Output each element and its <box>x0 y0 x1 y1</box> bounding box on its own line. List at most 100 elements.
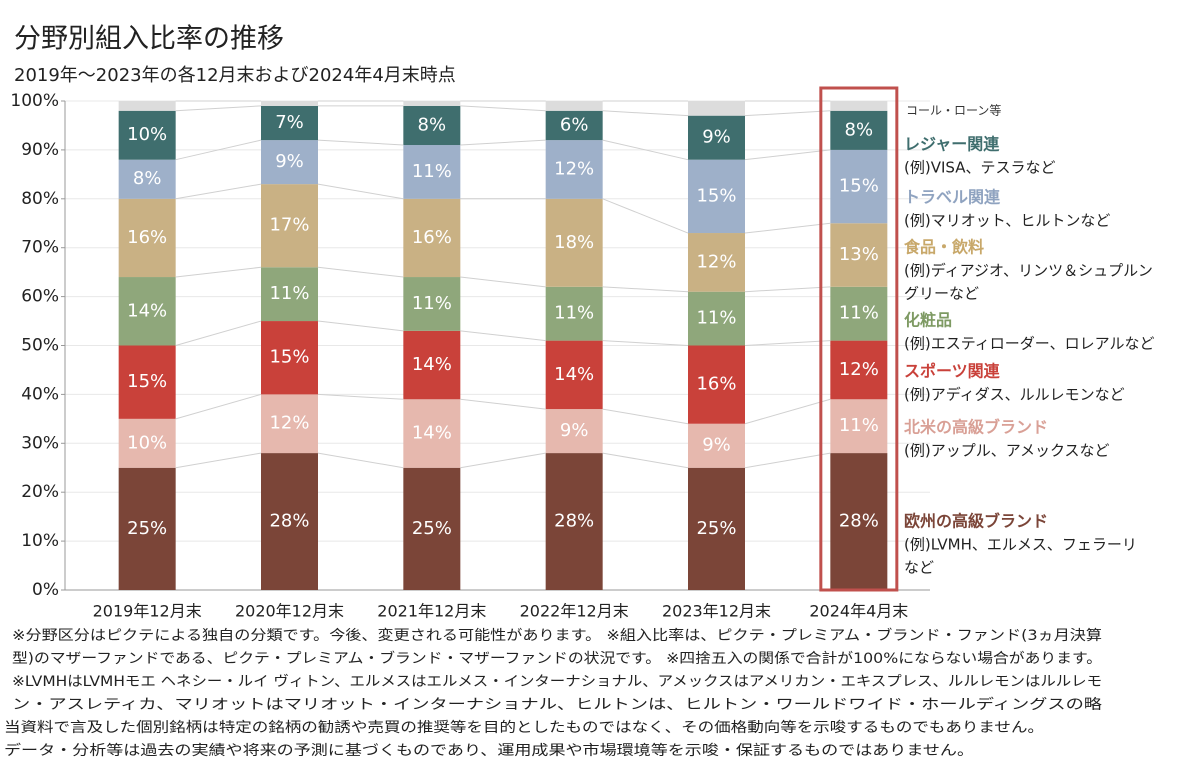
connector-line <box>317 452 404 469</box>
connector-line <box>744 340 831 346</box>
bar-segment <box>830 399 888 454</box>
bar-segment <box>118 418 176 468</box>
bar-segment <box>830 101 888 111</box>
data-label: 28% <box>839 511 879 532</box>
data-label: 10% <box>127 432 167 453</box>
bar-segment <box>261 453 318 590</box>
bar-segment <box>830 340 888 400</box>
bar-segment <box>545 101 603 111</box>
chart-title: 分野別組入比率の推移 <box>14 24 284 55</box>
data-label: 17% <box>269 215 309 236</box>
bar-segment <box>688 345 745 424</box>
connector-line <box>460 330 546 342</box>
bar-segment <box>688 115 745 160</box>
data-label: 8% <box>418 114 447 135</box>
connector-line <box>460 139 546 146</box>
data-label: 25% <box>412 518 452 539</box>
y-tick-label: 60% <box>21 287 59 307</box>
chart-subtitle: 2019年～2023年の各12月末および2024年4月末時点 <box>14 65 456 86</box>
bar-segment <box>403 198 461 278</box>
legend-note: (例)マリオット、ヒルトンなど <box>904 212 1110 230</box>
data-label: 15% <box>127 371 167 392</box>
connector-line <box>602 408 689 425</box>
bar-segment <box>545 286 603 341</box>
bar-segment <box>545 140 603 199</box>
data-label: 12% <box>269 413 309 434</box>
bar-segment <box>688 159 745 234</box>
y-tick-label: 0% <box>32 580 59 600</box>
y-tick-label: 100% <box>10 91 59 111</box>
connector-line <box>744 110 831 117</box>
bar-segment <box>118 101 176 111</box>
data-label: 6% <box>560 114 589 135</box>
connector-line <box>460 452 546 469</box>
footnote: ン・アスレティカ、マリオットはマリオット・インターナショナル、ヒルトンは、ヒルト… <box>12 696 1102 713</box>
data-label: 13% <box>839 244 879 265</box>
connector-line <box>317 266 404 278</box>
legend-label: 北米の高級ブランド <box>904 418 1048 437</box>
data-label: 8% <box>133 168 162 189</box>
data-label: 7% <box>275 112 304 133</box>
data-label: 11% <box>269 283 309 304</box>
bar-segment <box>830 223 888 287</box>
y-tick-label: 40% <box>21 384 59 404</box>
connector-line <box>744 222 831 234</box>
data-label: 28% <box>269 511 309 532</box>
legend-note: (例)VISA、テスラなど <box>904 159 1055 177</box>
bar-segment <box>403 277 461 331</box>
y-tick-label: 90% <box>21 140 59 160</box>
legend-note: など <box>904 559 934 577</box>
connector-line <box>460 105 546 112</box>
bar-segment <box>118 110 176 160</box>
legend-label: スポーツ関連 <box>904 362 1001 381</box>
y-tick-label: 10% <box>21 531 59 551</box>
connector-line <box>744 149 831 161</box>
data-label: 9% <box>702 127 731 148</box>
connector-line <box>175 266 262 278</box>
bar-segment <box>688 467 745 590</box>
x-tick-label: 2023年12月末 <box>662 602 771 621</box>
bar-segment <box>403 399 461 468</box>
bar-segment <box>403 105 461 146</box>
bar-segment <box>118 277 176 346</box>
bar-segment <box>830 149 888 224</box>
connector-line <box>175 105 262 112</box>
legend-label: コール・ローン等 <box>906 104 1001 118</box>
data-label: 9% <box>702 435 731 456</box>
bar-segment <box>830 286 888 341</box>
data-label: 12% <box>696 251 736 272</box>
legend-label: トラベル関連 <box>904 188 1001 207</box>
legend-label: レジャー関連 <box>904 135 1000 154</box>
bar-segment <box>118 345 176 419</box>
legend-label: 化粧品 <box>904 311 952 330</box>
bar-segment <box>403 467 461 590</box>
bar-segment <box>403 101 461 106</box>
data-label: 28% <box>554 511 594 532</box>
data-label: 16% <box>696 374 736 395</box>
connector-line <box>602 198 689 234</box>
y-tick-label: 20% <box>21 482 59 502</box>
connector-line <box>460 398 546 410</box>
data-label: 16% <box>127 227 167 248</box>
legend-label: 食品・飲料 <box>903 238 984 257</box>
bar-segment <box>261 394 318 454</box>
footnote: ※分野区分はピクテによる独自の分類です。今後、変更される可能性があります。 ※組… <box>12 627 1102 644</box>
data-label: 15% <box>696 185 736 206</box>
bar-segment <box>545 340 603 410</box>
bar-segment <box>261 267 318 322</box>
bar-segment <box>545 409 603 454</box>
bar-segment <box>688 101 745 116</box>
bar-segment <box>261 140 318 185</box>
connector-line <box>175 452 262 469</box>
connector-line <box>744 452 831 469</box>
x-tick-label: 2022年12月末 <box>520 602 629 621</box>
bar-segment <box>261 105 318 141</box>
data-label: 14% <box>127 300 167 321</box>
data-label: 11% <box>839 303 879 324</box>
data-label: 12% <box>554 158 594 179</box>
x-tick-label: 2024年4月末 <box>809 602 908 621</box>
connector-line <box>175 320 262 346</box>
data-label: 8% <box>845 119 874 140</box>
data-label: 10% <box>127 124 167 145</box>
